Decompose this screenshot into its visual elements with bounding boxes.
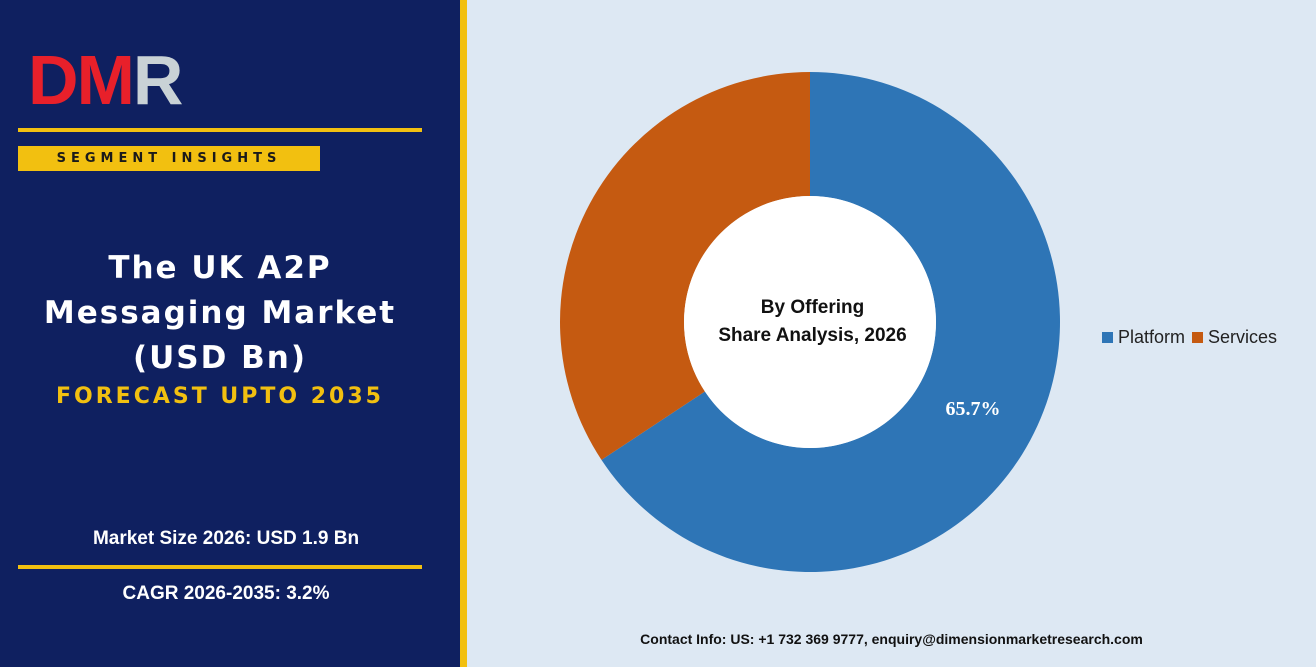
report-title-line-2: Messaging Market xyxy=(43,295,397,331)
forecast-subtitle: FORECAST UPTO 2035 xyxy=(56,384,384,409)
chart-center-title: By Offering xyxy=(760,297,865,318)
legend-label-platform: Platform xyxy=(1118,327,1186,347)
platform-data-label: 65.7% xyxy=(945,398,1001,420)
stat-divider xyxy=(18,565,422,569)
legend-item-services: Services xyxy=(1192,327,1277,348)
slice-platform xyxy=(601,72,1060,572)
chart-center-subtitle: Share Analysis, 2026 xyxy=(718,325,907,346)
donut-hole xyxy=(684,196,936,448)
legend-swatch-platform xyxy=(1102,332,1113,343)
market-size-stat: Market Size 2026: USD 1.9 Bn xyxy=(92,528,360,549)
logo-text: DMR xyxy=(28,41,183,116)
legend-label-services: Services xyxy=(1208,327,1278,347)
legend-item-platform: Platform xyxy=(1102,327,1185,348)
segment-insights-badge: SEGMENT INSIGHTS xyxy=(18,146,320,171)
dmr-logo: DMR xyxy=(28,41,185,116)
contact-info: Contact Info: US: +1 732 369 9777, enqui… xyxy=(640,631,1143,647)
logo-underline xyxy=(18,128,422,132)
cagr-stat: CAGR 2026-2035: 3.2% xyxy=(122,583,330,604)
left-info-panel xyxy=(0,0,460,667)
report-title-line-1: The UK A2P xyxy=(108,250,332,286)
chart-legend: Platform Services xyxy=(1102,327,1284,348)
legend-swatch-services xyxy=(1192,332,1204,343)
slice-services xyxy=(559,72,810,460)
report-title-line-3: (USD Bn) xyxy=(132,340,308,376)
panel-divider xyxy=(460,0,467,667)
